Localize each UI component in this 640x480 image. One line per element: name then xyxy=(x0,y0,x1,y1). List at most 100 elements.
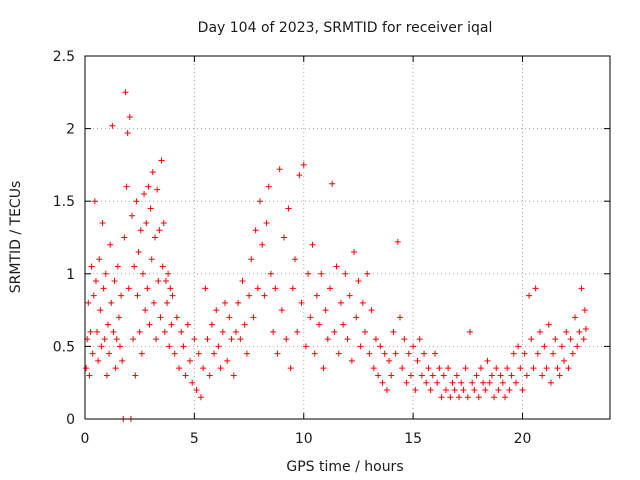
data-point xyxy=(394,238,401,245)
data-point xyxy=(237,336,244,343)
data-point xyxy=(152,234,158,241)
data-point xyxy=(576,328,583,335)
data-point xyxy=(165,270,172,277)
data-point xyxy=(219,328,226,335)
data-point xyxy=(353,314,360,321)
data-point xyxy=(176,365,183,372)
data-point xyxy=(421,350,428,357)
data-point xyxy=(362,328,368,335)
data-point xyxy=(259,241,266,248)
data-point xyxy=(202,285,209,292)
data-point xyxy=(388,372,395,379)
data-point xyxy=(305,270,312,277)
data-point xyxy=(243,350,250,357)
x-tick-label: 10 xyxy=(295,431,313,447)
data-point xyxy=(447,394,454,401)
data-point xyxy=(379,379,386,386)
data-point xyxy=(475,394,482,401)
data-point xyxy=(206,372,213,379)
data-point xyxy=(270,328,277,335)
data-point xyxy=(565,365,572,372)
data-point xyxy=(552,336,559,343)
data-point xyxy=(331,328,338,335)
data-point xyxy=(401,336,408,343)
data-point xyxy=(296,172,303,179)
data-point xyxy=(289,285,296,292)
data-point xyxy=(329,180,336,187)
data-point xyxy=(504,365,511,372)
data-point xyxy=(96,256,103,263)
data-point xyxy=(578,285,585,292)
data-point xyxy=(438,394,445,401)
data-point xyxy=(278,307,285,314)
data-point xyxy=(307,314,314,321)
data-point xyxy=(184,321,191,328)
data-point xyxy=(117,343,123,350)
data-point xyxy=(427,386,434,393)
data-point xyxy=(581,307,588,314)
data-point xyxy=(137,227,144,234)
data-point xyxy=(528,336,535,343)
data-point xyxy=(135,249,142,256)
data-point xyxy=(90,292,97,299)
data-point xyxy=(115,314,122,321)
data-point xyxy=(283,336,290,343)
data-point xyxy=(265,183,272,190)
data-point xyxy=(180,343,187,350)
data-point xyxy=(263,219,270,226)
data-point xyxy=(480,379,487,386)
data-point xyxy=(397,314,403,321)
data-point xyxy=(320,365,327,372)
data-point xyxy=(142,307,149,314)
data-point xyxy=(445,365,452,372)
data-point xyxy=(348,357,355,364)
data-point xyxy=(228,336,235,343)
data-point xyxy=(261,292,268,299)
data-point xyxy=(539,372,546,379)
x-tick-label: 0 xyxy=(81,431,90,447)
data-point xyxy=(254,285,261,292)
data-point xyxy=(208,321,215,328)
y-tick-label: 2.5 xyxy=(53,49,75,65)
data-point xyxy=(558,343,565,350)
data-point xyxy=(281,234,288,241)
data-point xyxy=(449,379,456,386)
data-point xyxy=(580,336,587,343)
data-point xyxy=(99,219,106,226)
data-point xyxy=(215,343,222,350)
y-tick-label: 0 xyxy=(66,412,75,428)
data-point xyxy=(491,394,498,401)
data-point xyxy=(429,372,436,379)
data-point xyxy=(545,321,552,328)
data-point xyxy=(351,249,358,256)
data-point xyxy=(118,292,125,299)
data-point xyxy=(537,328,543,335)
data-point xyxy=(285,205,292,212)
data-point xyxy=(129,212,136,219)
data-point xyxy=(110,328,117,335)
data-point xyxy=(515,343,522,350)
data-point xyxy=(287,365,294,372)
data-point xyxy=(143,219,150,226)
data-point xyxy=(147,205,154,212)
data-point xyxy=(554,365,561,372)
data-point xyxy=(169,292,176,299)
data-point xyxy=(87,328,94,335)
data-point xyxy=(187,357,193,364)
data-point xyxy=(167,285,174,292)
data-point xyxy=(364,270,371,277)
data-point xyxy=(114,263,121,270)
data-point xyxy=(493,365,500,372)
data-point xyxy=(512,379,519,386)
data-point xyxy=(155,278,162,285)
data-point xyxy=(133,198,140,205)
data-point xyxy=(403,379,410,386)
data-point xyxy=(333,263,340,270)
data-point xyxy=(497,372,504,379)
data-point xyxy=(246,292,253,299)
data-point xyxy=(567,336,574,343)
data-point xyxy=(469,379,476,386)
data-point xyxy=(235,299,242,306)
data-point xyxy=(88,263,95,270)
data-point xyxy=(148,256,155,263)
